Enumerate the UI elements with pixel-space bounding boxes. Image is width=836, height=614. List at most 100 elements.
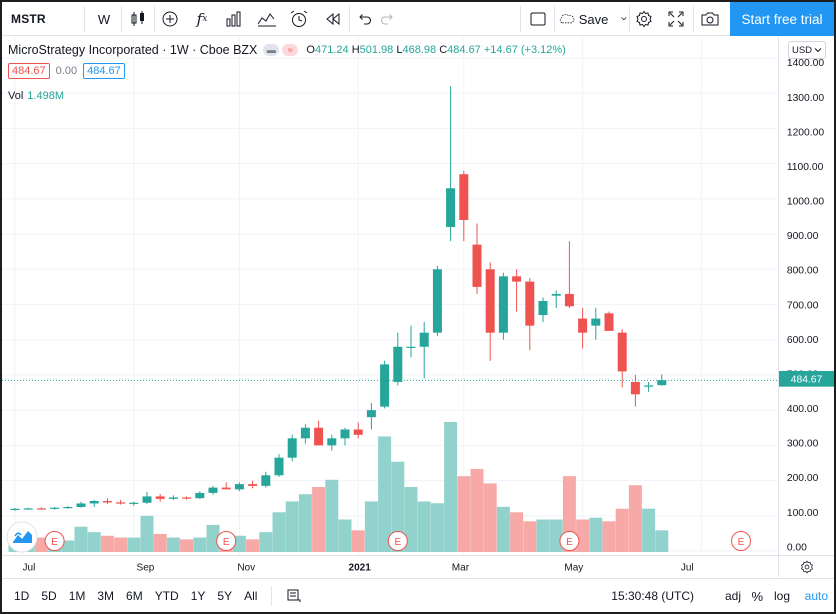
candle[interactable] bbox=[591, 308, 601, 340]
undo-icon[interactable] bbox=[352, 2, 376, 36]
candle[interactable] bbox=[261, 471, 271, 488]
candle[interactable] bbox=[23, 507, 33, 510]
axis-settings-icon[interactable] bbox=[778, 555, 834, 577]
symbol-search[interactable]: MSTR bbox=[11, 12, 46, 26]
layout-icon[interactable] bbox=[524, 2, 552, 36]
redo-icon[interactable] bbox=[376, 2, 400, 36]
range-5y[interactable]: 5Y bbox=[217, 588, 233, 603]
minus-icon[interactable]: ▬ bbox=[263, 44, 280, 56]
volume-bar bbox=[180, 539, 194, 552]
go-to-date-icon[interactable] bbox=[286, 588, 302, 604]
financials-icon[interactable] bbox=[253, 2, 281, 36]
range-1m[interactable]: 1M bbox=[68, 588, 86, 603]
candle[interactable] bbox=[564, 241, 574, 309]
candle[interactable] bbox=[512, 269, 522, 312]
candle[interactable] bbox=[63, 505, 73, 509]
candle[interactable] bbox=[327, 434, 337, 451]
candle[interactable] bbox=[116, 499, 126, 505]
candle[interactable] bbox=[221, 482, 231, 490]
candle[interactable] bbox=[50, 506, 60, 510]
wave-icon[interactable]: ≈ bbox=[282, 44, 299, 56]
candle[interactable] bbox=[406, 325, 416, 358]
earnings-event[interactable]: E bbox=[216, 531, 237, 551]
range-6m[interactable]: 6M bbox=[126, 588, 143, 603]
candle[interactable] bbox=[393, 332, 403, 386]
candle[interactable] bbox=[380, 360, 390, 409]
candle[interactable] bbox=[195, 491, 205, 499]
currency-select[interactable]: USD bbox=[788, 41, 826, 59]
save-button[interactable]: Save bbox=[558, 2, 628, 36]
range-1y[interactable]: 1Y bbox=[190, 588, 206, 603]
earnings-event[interactable]: E bbox=[731, 531, 751, 551]
alert-icon[interactable] bbox=[285, 2, 313, 36]
bid-box[interactable]: 484.67 bbox=[8, 63, 50, 79]
range-5d[interactable]: 5D bbox=[41, 588, 57, 603]
earnings-event[interactable]: E bbox=[559, 531, 580, 551]
candle[interactable] bbox=[578, 308, 588, 349]
camera-icon[interactable] bbox=[694, 2, 726, 36]
auto-scale-toggle[interactable]: auto bbox=[804, 589, 828, 603]
candle[interactable] bbox=[472, 223, 482, 294]
candle[interactable] bbox=[248, 480, 258, 489]
candles-icon[interactable] bbox=[124, 2, 152, 36]
settings-gear-icon[interactable] bbox=[630, 2, 658, 36]
start-free-trial-button[interactable]: Start free trial bbox=[730, 2, 834, 36]
candle[interactable] bbox=[432, 265, 442, 337]
candle[interactable] bbox=[419, 322, 429, 379]
candle[interactable] bbox=[76, 501, 86, 508]
candle[interactable] bbox=[630, 374, 640, 407]
candle[interactable] bbox=[366, 403, 376, 430]
candle[interactable] bbox=[314, 420, 324, 446]
candle[interactable] bbox=[129, 501, 139, 506]
candle[interactable] bbox=[89, 499, 99, 507]
log-toggle[interactable]: log bbox=[773, 589, 790, 603]
candle[interactable] bbox=[617, 329, 627, 388]
candle[interactable] bbox=[274, 454, 284, 478]
candle[interactable] bbox=[485, 262, 495, 361]
candle[interactable] bbox=[353, 422, 363, 439]
range-ytd[interactable]: YTD bbox=[154, 588, 179, 603]
candle[interactable] bbox=[142, 491, 152, 504]
symbol-legend: MicroStrategy Incorporated · 1W · Cboe B… bbox=[8, 42, 566, 58]
add-compare-icon[interactable] bbox=[156, 2, 184, 36]
candle[interactable] bbox=[168, 495, 178, 500]
interval-button[interactable]: W bbox=[97, 11, 111, 27]
replay-icon[interactable] bbox=[319, 2, 347, 36]
percent-toggle[interactable]: % bbox=[751, 588, 763, 604]
candle[interactable] bbox=[644, 381, 654, 392]
candle[interactable] bbox=[604, 311, 614, 331]
candle[interactable] bbox=[538, 297, 548, 323]
adjust-toggle[interactable]: adj bbox=[724, 589, 741, 603]
volume-label: Vol bbox=[8, 90, 24, 102]
candle[interactable] bbox=[36, 507, 46, 510]
candle[interactable] bbox=[182, 496, 192, 500]
candle[interactable] bbox=[446, 86, 456, 242]
candle[interactable] bbox=[498, 272, 508, 340]
candle[interactable] bbox=[102, 498, 112, 505]
candle[interactable] bbox=[340, 427, 350, 446]
range-1d[interactable]: 1D bbox=[14, 588, 30, 603]
earnings-event[interactable]: E bbox=[387, 531, 408, 551]
candle[interactable] bbox=[525, 278, 535, 351]
fullscreen-icon[interactable] bbox=[662, 2, 690, 36]
range-3m[interactable]: 3M bbox=[97, 588, 115, 603]
candle[interactable] bbox=[234, 482, 244, 492]
templates-icon[interactable] bbox=[220, 2, 248, 36]
candle[interactable] bbox=[551, 290, 561, 309]
range-all[interactable]: All bbox=[244, 588, 258, 603]
ask-box[interactable]: 484.67 bbox=[83, 63, 125, 79]
candle[interactable] bbox=[287, 434, 297, 462]
price-axis[interactable]: 0.00100.00200.00300.00400.00500.00600.00… bbox=[778, 37, 834, 555]
candle[interactable] bbox=[657, 374, 667, 386]
tradingview-logo[interactable] bbox=[6, 521, 38, 553]
candle[interactable] bbox=[459, 170, 469, 242]
clock[interactable]: 15:30:48 (UTC) bbox=[611, 589, 694, 603]
candle[interactable] bbox=[208, 485, 218, 495]
candle[interactable] bbox=[10, 508, 20, 511]
candle[interactable] bbox=[300, 424, 310, 444]
time-axis[interactable]: Jul Sep Nov 2021 Mar May Jul bbox=[2, 555, 778, 577]
earnings-event[interactable]: E bbox=[44, 531, 65, 551]
candle[interactable] bbox=[155, 493, 165, 502]
